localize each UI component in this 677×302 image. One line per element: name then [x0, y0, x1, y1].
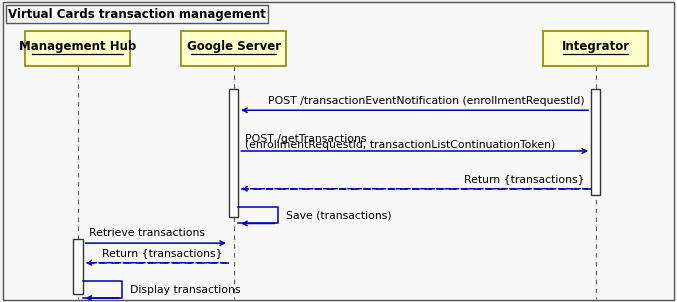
Bar — [544, 31, 649, 66]
Text: Google Server: Google Server — [186, 40, 281, 53]
Text: Return {transactions}: Return {transactions} — [102, 248, 222, 258]
Text: Display transactions: Display transactions — [130, 285, 240, 295]
Bar — [73, 239, 83, 294]
Text: POST /getTransactions: POST /getTransactions — [245, 134, 366, 144]
Bar — [181, 31, 286, 66]
Text: Return {transactions}: Return {transactions} — [464, 174, 584, 184]
Text: Virtual Cards transaction management: Virtual Cards transaction management — [8, 8, 266, 21]
Bar — [591, 89, 600, 195]
Text: Retrieve transactions: Retrieve transactions — [89, 228, 205, 239]
Bar — [229, 89, 238, 217]
Text: (enrollmentRequestId, transactionListContinuationToken): (enrollmentRequestId, transactionListCon… — [245, 140, 555, 150]
Bar — [26, 31, 130, 66]
Text: Integrator: Integrator — [562, 40, 630, 53]
Text: Save (transactions): Save (transactions) — [286, 210, 391, 220]
Text: Management Hub: Management Hub — [19, 40, 137, 53]
Text: POST /transactionEventNotification (enrollmentRequestId): POST /transactionEventNotification (enro… — [267, 95, 584, 106]
